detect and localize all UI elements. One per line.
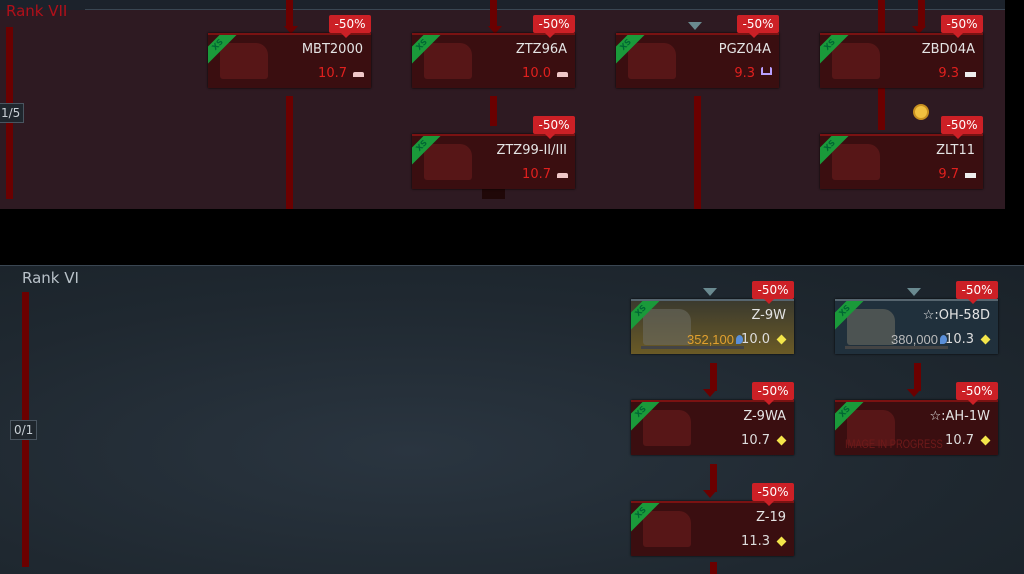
- battle-rating: 10.7: [945, 433, 974, 448]
- tank-icon: [557, 173, 568, 178]
- research-points: 380,000: [891, 332, 938, 347]
- battle-rating: 10.0: [522, 66, 551, 81]
- helicopter-icon: [980, 435, 991, 446]
- vehicle-card[interactable]: XS ☆:OH-58D 10.3 380,000: [835, 299, 998, 354]
- discount-badge: -50%: [956, 382, 998, 405]
- vehicle-image: [628, 43, 676, 79]
- tree-line: [710, 363, 717, 391]
- vehicle-card[interactable]: XS ZLT11 9.7: [820, 134, 983, 189]
- alarm-clock-icon: [913, 104, 929, 120]
- research-progress-bar: [641, 346, 744, 349]
- tank-icon: [557, 72, 568, 77]
- tree-line: [286, 0, 293, 28]
- rank-progress-counter: 0/1: [10, 420, 38, 440]
- research-progress-bar: [845, 346, 948, 349]
- research-points-icon: [940, 335, 947, 344]
- vehicle-card[interactable]: XS ZTZ99-II/III 10.7: [412, 134, 575, 189]
- research-points-icon: [736, 335, 743, 344]
- tree-line: [490, 0, 497, 28]
- vehicle-name: MBT2000: [301, 42, 363, 57]
- vehicle-name: ZTZ96A: [515, 42, 567, 57]
- vehicle-card[interactable]: XS ZBD04A 9.3: [820, 33, 983, 88]
- vehicle-name: ☆:OH-58D: [922, 308, 990, 323]
- discount-badge: -50%: [752, 483, 794, 506]
- image-placeholder-text: IMAGE IN PROGRESS: [845, 437, 943, 451]
- battle-rating: 10.7: [318, 66, 347, 81]
- vehicle-name: Z-9WA: [743, 409, 786, 424]
- vehicle-name: ZBD04A: [921, 42, 975, 57]
- vehicle-card[interactable]: XS ZTZ96A 10.0: [412, 33, 575, 88]
- battle-rating: 10.7: [522, 167, 551, 182]
- research-points: 352,100: [687, 332, 734, 347]
- vehicle-card[interactable]: XS MBT2000 10.7: [208, 33, 371, 88]
- discount-badge: -50%: [941, 116, 983, 139]
- helicopter-icon: [776, 536, 787, 547]
- tree-line: [918, 0, 925, 28]
- light-tank-icon: [965, 173, 976, 178]
- tank-icon: [353, 72, 364, 77]
- vehicle-name: Z-19: [756, 510, 786, 525]
- vehicle-card[interactable]: XS Z-19 11.3: [631, 501, 794, 556]
- arrow-down-icon: [703, 490, 717, 498]
- arrow-down-icon: [703, 389, 717, 397]
- battle-rating: 10.3: [945, 332, 974, 347]
- vehicle-image: [220, 43, 268, 79]
- battle-rating: 9.3: [938, 66, 959, 81]
- tree-line: [710, 464, 717, 492]
- helicopter-icon: [980, 334, 991, 345]
- battle-rating: 9.7: [938, 167, 959, 182]
- vehicle-name: PGZ04A: [718, 42, 771, 57]
- vehicle-card[interactable]: XS Z-9W 10.0 352,100: [631, 299, 794, 354]
- vehicle-name: Z-9W: [751, 308, 787, 323]
- vehicle-card[interactable]: IMAGE IN PROGRESS XS ☆:AH-1W 10.7: [835, 400, 998, 455]
- vehicle-image: [832, 144, 880, 180]
- tree-line: [286, 96, 293, 209]
- discount-badge: -50%: [737, 15, 779, 38]
- battle-rating: 10.7: [741, 433, 770, 448]
- battle-rating: 10.0: [741, 332, 770, 347]
- arrow-down-icon: [488, 26, 502, 34]
- vehicle-card[interactable]: XS PGZ04A 9.3: [616, 33, 779, 88]
- rank-label: Rank VII: [6, 2, 68, 20]
- discount-badge: -50%: [956, 281, 998, 304]
- tree-line: [694, 96, 701, 209]
- vehicle-image: [643, 410, 691, 446]
- vehicle-image: [424, 144, 472, 180]
- tree-line: [914, 363, 921, 391]
- tree-line: [490, 96, 497, 126]
- vehicle-image: [424, 43, 472, 79]
- vehicle-name: ZLT11: [936, 143, 975, 158]
- rank-label: Rank VI: [22, 269, 79, 287]
- vehicle-image: [643, 511, 691, 547]
- discount-badge: -50%: [941, 15, 983, 38]
- vehicle-image: [832, 43, 880, 79]
- arrow-down-icon: [703, 288, 717, 296]
- arrow-down-icon: [912, 26, 926, 34]
- arrow-down-icon: [907, 389, 921, 397]
- discount-badge: -50%: [329, 15, 371, 38]
- vehicle-name: ☆:AH-1W: [929, 409, 990, 424]
- arrow-down-icon: [907, 288, 921, 296]
- vehicle-image: [643, 309, 691, 345]
- spaa-icon: [761, 67, 772, 75]
- battle-rating: 11.3: [741, 534, 770, 549]
- tree-line: [710, 562, 717, 574]
- vehicle-card[interactable]: XS Z-9WA 10.7: [631, 400, 794, 455]
- arrow-down-icon: [284, 26, 298, 34]
- discount-badge: -50%: [533, 15, 575, 38]
- vehicle-name: ZTZ99-II/III: [496, 143, 567, 158]
- vehicle-image: [847, 410, 895, 446]
- vehicle-image: [847, 309, 895, 345]
- discount-badge: -50%: [752, 382, 794, 405]
- discount-badge: -50%: [752, 281, 794, 304]
- discount-badge: -50%: [533, 116, 575, 139]
- rank-progress-counter: 1/5: [0, 103, 25, 123]
- helicopter-icon: [776, 435, 787, 446]
- arrow-down-icon: [688, 22, 702, 30]
- helicopter-icon: [776, 334, 787, 345]
- light-tank-icon: [965, 72, 976, 77]
- battle-rating: 9.3: [734, 66, 755, 81]
